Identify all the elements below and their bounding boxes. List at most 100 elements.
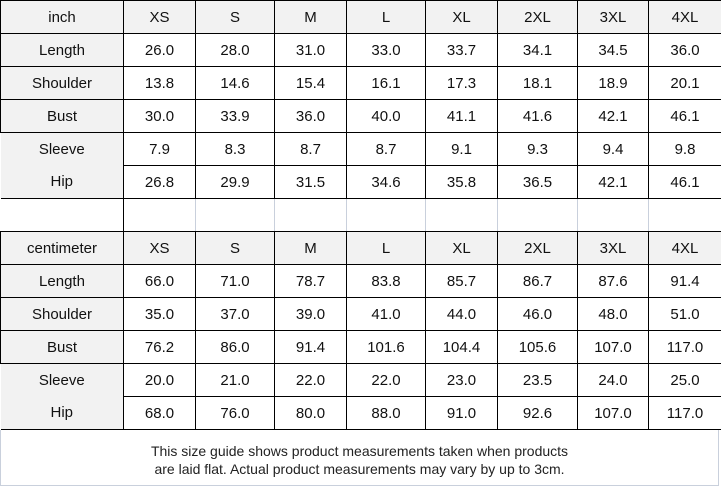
note-line-2: are laid flat. Actual product measuremen… — [154, 461, 565, 477]
cell-value: 26.8 — [123, 165, 196, 199]
row-label: Shoulder — [0, 297, 124, 331]
cell-value: 42.1 — [577, 165, 649, 199]
cell-value: 22.0 — [274, 363, 347, 397]
row-label: Sleeve — [0, 132, 124, 166]
cell-value: 83.8 — [346, 264, 426, 298]
size-header-xs: XS — [123, 0, 196, 34]
cell-value: 46.0 — [497, 297, 578, 331]
cell-value: 76.0 — [195, 396, 275, 430]
blank-cell — [123, 198, 196, 232]
cell-value: 31.5 — [274, 165, 347, 199]
cell-value: 18.1 — [497, 66, 578, 100]
size-header-l: L — [346, 231, 426, 265]
cell-value: 25.0 — [648, 363, 721, 397]
table-row-length: Length 66.0 71.0 78.7 83.8 85.7 86.7 87.6 91.4 — [0, 264, 721, 298]
cell-value: 35.0 — [123, 297, 196, 331]
blank-cell — [0, 198, 124, 232]
cell-value: 48.0 — [577, 297, 649, 331]
cell-value: 85.7 — [425, 264, 498, 298]
header-row: centimeter XS S M L XL 2XL 3XL 4XL — [0, 231, 721, 265]
table-row-bust: Bust 30.0 33.9 36.0 40.0 41.1 41.6 42.1 46.1 — [0, 99, 721, 133]
cell-value: 91.0 — [425, 396, 498, 430]
blank-cell — [577, 198, 649, 232]
cell-value: 22.0 — [346, 363, 426, 397]
size-guide-note: This size guide shows product measuremen… — [0, 430, 719, 486]
cell-value: 9.1 — [425, 132, 498, 166]
cell-value: 51.0 — [648, 297, 721, 331]
size-header-4xl: 4XL — [648, 231, 721, 265]
cell-value: 24.0 — [577, 363, 649, 397]
cell-value: 101.6 — [346, 330, 426, 364]
cell-value: 30.0 — [123, 99, 196, 133]
row-label: Length — [0, 33, 124, 67]
cell-value: 34.6 — [346, 165, 426, 199]
cell-value: 91.4 — [648, 264, 721, 298]
cell-value: 20.1 — [648, 66, 721, 100]
cell-value: 76.2 — [123, 330, 196, 364]
cell-value: 80.0 — [274, 396, 347, 430]
blank-cell — [274, 198, 347, 232]
cell-value: 117.0 — [648, 396, 721, 430]
cell-value: 29.9 — [195, 165, 275, 199]
cell-value: 17.3 — [425, 66, 498, 100]
cell-value: 117.0 — [648, 330, 721, 364]
cell-value: 46.1 — [648, 99, 721, 133]
cell-value: 36.0 — [274, 99, 347, 133]
size-header-xl: XL — [425, 0, 498, 34]
table-row-hip: Hip 68.0 76.0 80.0 88.0 91.0 92.6 107.0 117.0 — [0, 396, 721, 430]
cell-value: 107.0 — [577, 396, 649, 430]
row-label: Shoulder — [0, 66, 124, 100]
cell-value: 44.0 — [425, 297, 498, 331]
cell-value: 41.6 — [497, 99, 578, 133]
centimeter-size-table: centimeter XS S M L XL 2XL 3XL 4XL Length 66.0 71.0… — [0, 231, 721, 430]
cell-value: 9.4 — [577, 132, 649, 166]
cell-value: 66.0 — [123, 264, 196, 298]
row-label: Hip — [0, 396, 124, 430]
cell-value: 33.0 — [346, 33, 426, 67]
size-header-xl: XL — [425, 231, 498, 265]
row-label: Hip — [0, 165, 124, 199]
size-header-xs: XS — [123, 231, 196, 265]
unit-label: inch — [0, 0, 124, 34]
cell-value: 37.0 — [195, 297, 275, 331]
note-line-1: This size guide shows product measuremen… — [150, 443, 569, 459]
cell-value: 26.0 — [123, 33, 196, 67]
cell-value: 33.7 — [425, 33, 498, 67]
table-row-shoulder: Shoulder 35.0 37.0 39.0 41.0 44.0 46.0 48.0 51.0 — [0, 297, 721, 331]
cell-value: 8.7 — [274, 132, 347, 166]
cell-value: 33.9 — [195, 99, 275, 133]
size-header-2xl: 2XL — [497, 231, 578, 265]
size-header-3xl: 3XL — [577, 0, 649, 34]
size-header-4xl: 4XL — [648, 0, 721, 34]
cell-value: 20.0 — [123, 363, 196, 397]
cell-value: 36.5 — [497, 165, 578, 199]
cell-value: 91.4 — [274, 330, 347, 364]
cell-value: 41.1 — [425, 99, 498, 133]
table-row-hip: Hip 26.8 29.9 31.5 34.6 35.8 36.5 42.1 46.1 — [0, 165, 721, 199]
cell-value: 7.9 — [123, 132, 196, 166]
row-label: Length — [0, 264, 124, 298]
blank-cell — [195, 198, 275, 232]
row-label: Bust — [0, 330, 124, 364]
spacer-row — [0, 198, 721, 232]
cell-value: 14.6 — [195, 66, 275, 100]
blank-cell — [425, 198, 498, 232]
header-row: inch XS S M L XL 2XL 3XL 4XL — [0, 0, 721, 34]
cell-value: 39.0 — [274, 297, 347, 331]
cell-value: 104.4 — [425, 330, 498, 364]
size-header-s: S — [195, 0, 275, 34]
table-row-length: Length 26.0 28.0 31.0 33.0 33.7 34.1 34.5 36.0 — [0, 33, 721, 67]
cell-value: 86.0 — [195, 330, 275, 364]
cell-value: 28.0 — [195, 33, 275, 67]
cell-value: 40.0 — [346, 99, 426, 133]
blank-cell — [346, 198, 426, 232]
cell-value: 86.7 — [497, 264, 578, 298]
blank-cell — [497, 198, 578, 232]
cell-value: 36.0 — [648, 33, 721, 67]
size-header-m: M — [274, 0, 347, 34]
cell-value: 92.6 — [497, 396, 578, 430]
table-row-bust: Bust 76.2 86.0 91.4 101.6 104.4 105.6 107.0 117.… — [0, 330, 721, 364]
row-label: Sleeve — [0, 363, 124, 397]
size-header-s: S — [195, 231, 275, 265]
cell-value: 68.0 — [123, 396, 196, 430]
